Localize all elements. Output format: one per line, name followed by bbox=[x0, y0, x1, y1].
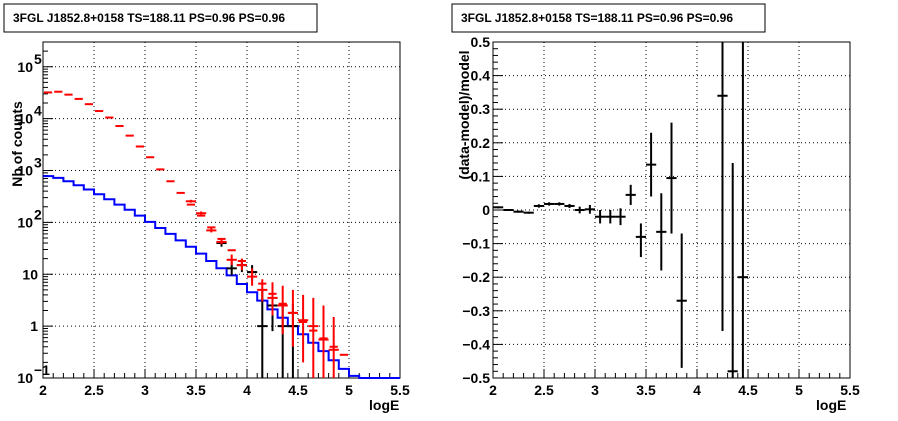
right-y-tick-label: −0.2 bbox=[462, 269, 490, 285]
right-x-tick-label: 4.5 bbox=[738, 382, 758, 398]
right-y-tick-label: 0.4 bbox=[471, 68, 491, 84]
left-x-tick-label: 3.5 bbox=[186, 382, 206, 398]
left-y-tick-label: 10 bbox=[17, 111, 33, 127]
right-y-axis-label: (data-model)/model bbox=[456, 50, 472, 179]
left-y-tick-exponent: −1 bbox=[34, 362, 50, 378]
right-y-tick-label: 0.5 bbox=[471, 34, 491, 50]
left-x-tick-label: 2.5 bbox=[84, 382, 104, 398]
left-grid bbox=[43, 42, 400, 378]
right-x-tick-label: 3.5 bbox=[636, 382, 656, 398]
left-y-tick-exponent: 4 bbox=[34, 103, 42, 119]
right-x-tick-label: 2 bbox=[489, 382, 497, 398]
right-y-tick-label: 0.3 bbox=[471, 101, 491, 117]
right-x-tick-label: 5.5 bbox=[840, 382, 860, 398]
left-y-tick-label: 10 bbox=[22, 266, 38, 282]
right-y-tick-label: −0.3 bbox=[462, 303, 490, 319]
right-y-tick-label: 0.2 bbox=[471, 135, 491, 151]
right-y-tick-labels: −0.5 −0.4 −0.3 −0.2 −0.1 0 0.1 0.2 0.3 0.4 0.5 bbox=[462, 34, 490, 386]
right-y-tick-label: −0.4 bbox=[462, 336, 490, 352]
left-y-tick-exponent: 5 bbox=[34, 51, 42, 67]
source-model-step-line bbox=[43, 175, 400, 379]
right-panel: 2 2.5 3 3.5 4 4.5 5 5.5 −0.5 −0.4 −0.3 −0.2 −0.1 0 0.… bbox=[451, 3, 860, 413]
right-y-tick-label: 0.1 bbox=[471, 168, 491, 184]
right-title-box bbox=[451, 3, 766, 33]
left-y-tick-exponent: 3 bbox=[34, 155, 42, 171]
right-x-tick-label: 3 bbox=[591, 382, 599, 398]
left-y-tick-exponent: 2 bbox=[34, 206, 42, 222]
left-y-tick-label: 10 bbox=[17, 214, 33, 230]
right-x-tick-label: 5 bbox=[795, 382, 803, 398]
left-y-tick-label: 10 bbox=[17, 163, 33, 179]
right-y-tick-label: 0 bbox=[482, 202, 490, 218]
right-x-axis-label: logE bbox=[816, 397, 846, 413]
left-chart-title: 3FGL J1852.8+0158 TS=188.11 PS=0.96 PS=0… bbox=[13, 11, 285, 25]
right-axis-ticks bbox=[492, 41, 851, 379]
right-x-tick-label: 4 bbox=[693, 382, 701, 398]
left-plot-frame bbox=[42, 41, 401, 379]
right-y-tick-label: −0.1 bbox=[462, 236, 490, 252]
left-y-axis-label: Nb of counts bbox=[9, 101, 25, 187]
left-title-box bbox=[3, 3, 318, 33]
left-y-tick-label: 1 bbox=[30, 318, 38, 334]
left-x-axis-label: logE bbox=[369, 397, 399, 413]
right-x-tick-label: 2.5 bbox=[534, 382, 554, 398]
left-x-tick-label: 4 bbox=[243, 382, 251, 398]
left-x-tick-label: 5 bbox=[345, 382, 353, 398]
right-chart-title: 3FGL J1852.8+0158 TS=188.11 PS=0.96 PS=0… bbox=[461, 11, 733, 25]
left-series bbox=[43, 90, 400, 379]
left-x-tick-label: 4.5 bbox=[288, 382, 308, 398]
right-series bbox=[493, 42, 748, 378]
left-y-tick-label: 10 bbox=[17, 59, 33, 75]
left-x-tick-label: 3 bbox=[141, 382, 149, 398]
left-x-tick-labels: 2 2.5 3 3.5 4 4.5 5 5.5 bbox=[39, 382, 410, 398]
right-y-tick-label: −0.5 bbox=[462, 370, 490, 386]
right-x-tick-labels: 2 2.5 3 3.5 4 4.5 5 5.5 bbox=[489, 382, 860, 398]
left-x-tick-label: 5.5 bbox=[390, 382, 410, 398]
left-y-tick-label: 10 bbox=[17, 370, 33, 386]
left-x-tick-label: 2 bbox=[39, 382, 47, 398]
